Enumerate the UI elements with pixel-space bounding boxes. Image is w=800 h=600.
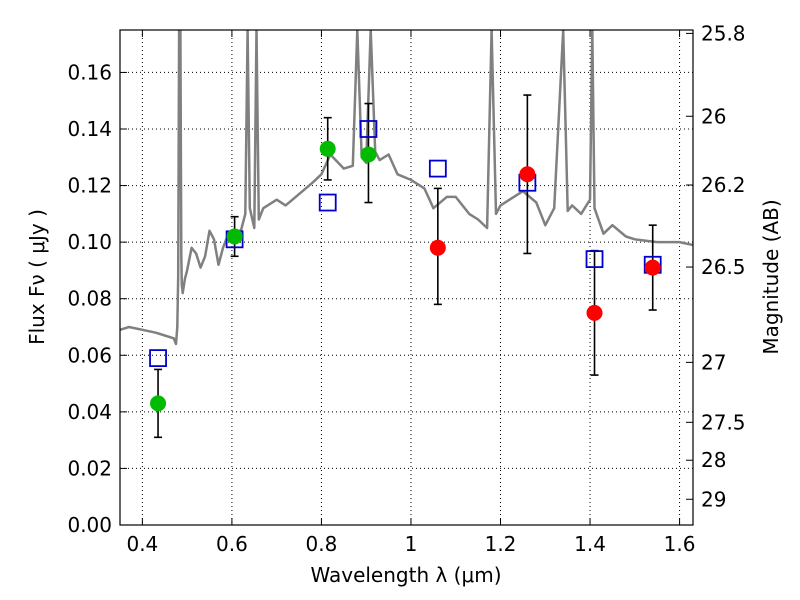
right-y-tick-label: 29: [701, 487, 726, 511]
observed-optical-point: [150, 395, 167, 412]
plot-frame: [119, 29, 694, 526]
y-tick-label: 0.16: [67, 60, 112, 84]
right-y-tick-label: 28: [701, 448, 726, 472]
model-photometry-square: [359, 120, 378, 138]
y-axis-label-right: Magnitude (AB): [759, 199, 783, 354]
x-tick-label: 0.8: [306, 532, 338, 556]
y-tick-label: 0.06: [67, 343, 112, 367]
right-y-tick-label: 26.5: [701, 255, 746, 279]
y-tick-label: 0.10: [67, 230, 112, 254]
right-y-tick-label: 26.2: [701, 173, 746, 197]
y-tick-label: 0.12: [67, 174, 112, 198]
model-photometry-square: [585, 250, 604, 269]
y-tick-label: 0.00: [67, 513, 112, 537]
x-axis-label: Wavelength λ (μm): [310, 563, 501, 587]
right-y-tick-label: 27: [701, 350, 726, 374]
x-tick-label: 0.6: [216, 532, 248, 556]
grid: [120, 30, 693, 525]
y-tick-label: 0.04: [67, 400, 112, 424]
x-tick-label: 0.4: [126, 532, 158, 556]
y-tick-label: 0.14: [67, 117, 112, 141]
observed-infrared-point: [586, 304, 603, 321]
observed-infrared-point: [519, 166, 536, 183]
y-tick-label: 0.02: [67, 456, 112, 480]
x-tick-label: 1.6: [664, 532, 696, 556]
y-axis-label: Flux Fν ( μJy ): [25, 209, 49, 345]
observed-optical-point: [360, 146, 377, 163]
observed-infrared-point: [429, 239, 446, 256]
right-y-tick-label: 26: [701, 104, 726, 128]
model-photometry-square: [428, 159, 447, 178]
x-tick-label: 1: [405, 532, 418, 556]
x-tick-label: 1.4: [574, 532, 606, 556]
right-y-tick-label: 27.5: [701, 410, 746, 434]
markers: [149, 120, 662, 412]
observed-optical-point: [226, 228, 243, 245]
model-photometry-square: [149, 349, 167, 368]
x-tick-label: 1.2: [485, 532, 517, 556]
right-y-tick-label: 25.8: [701, 21, 746, 45]
tick-labels: 0.4 0.6 0.8 1 1.2 1.4 1.6 0.00 0.02 0.04 0.06 0.08 0…: [67, 21, 745, 556]
model-photometry-square: [318, 193, 337, 212]
observed-infrared-point: [644, 259, 661, 276]
observed-optical-point: [319, 140, 336, 157]
ticks: [120, 30, 693, 526]
y-tick-label: 0.08: [67, 287, 112, 311]
